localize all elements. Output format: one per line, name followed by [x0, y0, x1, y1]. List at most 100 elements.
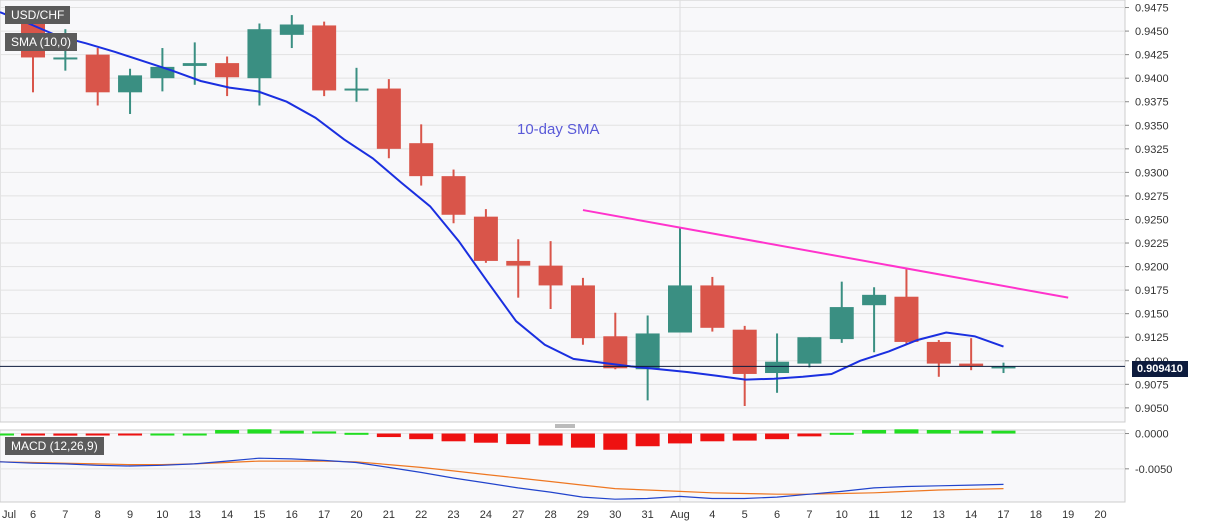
macd-histogram-bar	[926, 430, 951, 434]
price-tick-label: 0.9425	[1135, 50, 1169, 62]
date-tick-label: 22	[415, 509, 427, 521]
date-tick-label: 14	[221, 509, 233, 521]
price-tick-label: 0.9475	[1135, 3, 1169, 15]
candle-body	[926, 341, 951, 364]
date-tick-label: 29	[577, 509, 589, 521]
current-price-tag: 0.909410	[1132, 361, 1188, 377]
price-tick-label: 0.9125	[1135, 332, 1169, 344]
candle-body	[765, 361, 790, 374]
sma-indicator-label: SMA (10,0)	[5, 33, 78, 51]
date-tick-label: 20	[1094, 509, 1106, 521]
candle-body	[473, 216, 498, 261]
candle-body	[635, 333, 660, 370]
price-tick-label: 0.9450	[1135, 26, 1169, 38]
date-tick-label: 12	[900, 509, 912, 521]
date-tick-label: 17	[318, 509, 330, 521]
candle-body	[829, 307, 854, 340]
macd-histogram-bar	[538, 433, 563, 446]
date-tick-label: 14	[965, 509, 977, 521]
date-tick-label: 8	[95, 509, 101, 521]
resistance-trendline	[582, 209, 1069, 299]
candle-body	[700, 285, 725, 328]
date-tick-label: 20	[350, 509, 362, 521]
macd-histogram-bar	[603, 433, 628, 450]
date-tick-label: 6	[30, 509, 36, 521]
candle-body	[53, 57, 78, 60]
macd-histogram-bar	[570, 433, 595, 448]
date-tick-label: Aug	[670, 509, 690, 521]
candle-body	[376, 88, 401, 149]
price-tick-label: 0.9050	[1135, 403, 1169, 415]
sma-annotation: 10-day SMA	[517, 121, 600, 138]
macd-histogram-bar	[409, 433, 434, 440]
candle-body	[279, 24, 304, 35]
candle-body	[215, 63, 240, 78]
candle-body	[118, 75, 143, 93]
date-tick-label: 4	[709, 509, 715, 521]
candle-body	[182, 63, 207, 66]
macd-histogram-bar	[215, 430, 240, 434]
date-tick-label: 31	[642, 509, 654, 521]
macd-tick-label: 0.0000	[1135, 429, 1169, 441]
macd-histogram-bar	[150, 433, 175, 436]
price-tick-label: 0.9400	[1135, 73, 1169, 85]
macd-histogram-bar	[312, 431, 337, 434]
candle-body	[247, 29, 272, 79]
date-tick-label: 13	[189, 509, 201, 521]
price-tick-label: 0.9225	[1135, 238, 1169, 250]
date-tick-label: 19	[1062, 509, 1074, 521]
candle-body	[797, 337, 822, 364]
sma-line	[0, 11, 1004, 381]
macd-histogram-bar	[118, 433, 143, 436]
price-tick-label: 0.9275	[1135, 191, 1169, 203]
price-tick-label: 0.9150	[1135, 309, 1169, 321]
date-tick-label: 30	[609, 509, 621, 521]
macd-histogram-bar	[473, 433, 498, 443]
macd-histogram-bar	[53, 433, 78, 436]
price-tick-label: 0.9300	[1135, 167, 1169, 179]
date-tick-label: 13	[933, 509, 945, 521]
macd-histogram-bar	[0, 433, 14, 436]
candle-body	[344, 88, 369, 91]
price-tick-label: 0.9350	[1135, 120, 1169, 132]
candle-body	[409, 143, 434, 177]
macd-line	[0, 457, 1004, 500]
candle-body	[570, 285, 595, 339]
macd-indicator-label: MACD (12,26,9)	[5, 437, 104, 455]
candle-body	[991, 366, 1016, 369]
macd-tick-label: -0.0050	[1135, 464, 1172, 476]
macd-histogram-bar	[21, 433, 45, 436]
date-tick-label: 21	[383, 509, 395, 521]
macd-histogram-bar	[894, 429, 919, 434]
date-tick-label: 28	[544, 509, 556, 521]
macd-histogram-bar	[85, 433, 110, 436]
price-tick-label: 0.9200	[1135, 262, 1169, 274]
macd-histogram-bar	[797, 433, 822, 437]
macd-histogram-bar	[959, 430, 984, 434]
date-tick-label: 23	[447, 509, 459, 521]
macd-histogram-bar	[247, 429, 272, 434]
macd-histogram-bar	[732, 433, 757, 441]
macd-histogram-bar	[991, 430, 1016, 434]
date-tick-label: Jul	[2, 509, 16, 521]
candle-body	[668, 285, 692, 333]
candle-body	[862, 294, 887, 306]
macd-histogram-bar	[376, 433, 401, 438]
macd-histogram-bar	[182, 433, 207, 436]
macd-histogram-bar	[862, 430, 887, 434]
candle-body	[312, 25, 337, 91]
price-tick-label: 0.9325	[1135, 144, 1169, 156]
candle-body	[538, 265, 563, 286]
macd-histogram-bar	[700, 433, 725, 442]
date-tick-label: 7	[806, 509, 812, 521]
date-tick-label: 11	[868, 509, 879, 521]
date-tick-label: 10	[156, 509, 168, 521]
macd-histogram-bar	[344, 432, 369, 435]
macd-histogram-bar	[765, 433, 790, 440]
date-tick-label: 6	[774, 509, 780, 521]
date-tick-label: 24	[480, 509, 492, 521]
date-tick-label: 7	[62, 509, 68, 521]
macd-histogram-bar	[668, 433, 692, 444]
